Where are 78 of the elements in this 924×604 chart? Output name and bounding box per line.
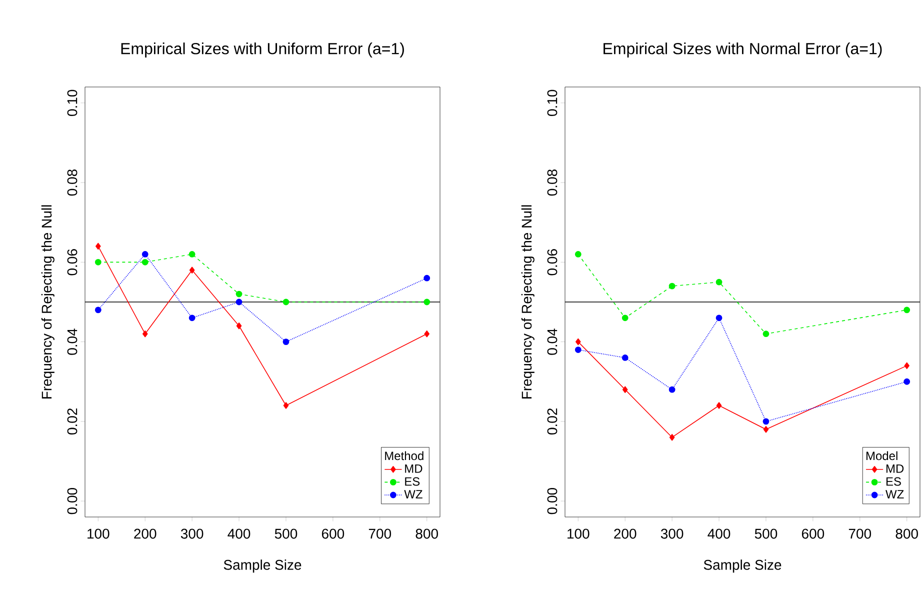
point: [762, 418, 770, 425]
point: [236, 290, 242, 298]
y-axis-title: Frequency of Rejecting the Null: [521, 205, 534, 399]
legend-label: WZ: [404, 490, 422, 498]
point: [424, 330, 430, 338]
point: [282, 298, 290, 306]
x-tick-label: 600: [322, 528, 344, 539]
point: [96, 242, 101, 250]
point: [904, 362, 910, 370]
point: [763, 426, 769, 433]
x-tick-label: 300: [660, 528, 684, 539]
y-tick-label: 0.06: [547, 249, 558, 276]
x-tick-label: 200: [614, 528, 636, 539]
chart-title: Empirical Sizes with Uniform Error (a=1): [121, 42, 404, 58]
x-axis-title: Sample Size: [224, 560, 302, 573]
point: [668, 282, 676, 290]
x-tick-label: 100: [568, 528, 590, 539]
point: [574, 346, 582, 353]
y-tick-label: 0.08: [67, 170, 78, 196]
point: [424, 298, 430, 306]
point: [716, 314, 722, 322]
point: [189, 266, 195, 274]
point: [576, 338, 581, 346]
y-axis-title: Frequency of Rejecting the Null: [41, 205, 54, 399]
point: [94, 306, 102, 314]
point: [904, 306, 910, 314]
x-tick-label: 400: [228, 528, 250, 539]
point: [762, 330, 770, 338]
legend-title: Model: [866, 451, 898, 460]
point: [283, 402, 289, 409]
x-axis-title: Sample Size: [704, 560, 782, 573]
y-tick-label: 0.10: [67, 90, 78, 116]
y-tick-label: 0.02: [67, 408, 78, 435]
legend-label: MD: [405, 464, 422, 473]
point: [622, 386, 628, 393]
point: [424, 274, 430, 282]
y-tick-label: 0.04: [67, 328, 78, 355]
point: [622, 314, 628, 322]
x-tick-label: 500: [754, 528, 778, 539]
x-tick-label: 200: [134, 528, 156, 539]
legend-label: ES: [886, 477, 901, 486]
y-tick-label: 0.04: [547, 328, 558, 355]
point: [142, 330, 148, 338]
x-tick-label: 500: [274, 528, 298, 539]
y-tick-label: 0.00: [547, 488, 558, 514]
y-tick-label: 0.06: [67, 249, 78, 276]
legend-title: Method: [385, 451, 424, 460]
x-tick-label: 400: [708, 528, 730, 539]
x-tick-label: 800: [416, 528, 438, 539]
point: [668, 386, 676, 393]
x-tick-label: 700: [848, 528, 872, 539]
point: [236, 298, 242, 306]
x-tick-label: 100: [88, 528, 110, 539]
legend-label: MD: [886, 464, 904, 473]
x-tick-label: 300: [180, 528, 204, 539]
y-tick-label: 0.00: [67, 488, 78, 514]
point: [716, 278, 722, 286]
y-tick-label: 0.10: [547, 90, 558, 116]
point: [142, 258, 148, 266]
x-tick-label: 800: [896, 528, 918, 539]
point: [142, 251, 148, 258]
point: [282, 338, 290, 345]
x-tick-label: 600: [802, 528, 824, 539]
point: [716, 402, 722, 409]
point: [188, 314, 196, 322]
point: [94, 258, 102, 266]
point: [622, 354, 628, 361]
point: [574, 251, 582, 258]
legend-label: ES: [405, 477, 420, 486]
point: [188, 251, 196, 258]
y-tick-label: 0.08: [547, 170, 558, 196]
x-tick-label: 700: [368, 528, 392, 539]
point: [904, 378, 910, 385]
point: [236, 322, 242, 330]
chart-title: Empirical Sizes with Normal Error (a=1): [604, 42, 882, 58]
point: [669, 434, 675, 441]
legend-label: WZ: [886, 490, 904, 498]
y-tick-label: 0.02: [547, 408, 558, 435]
